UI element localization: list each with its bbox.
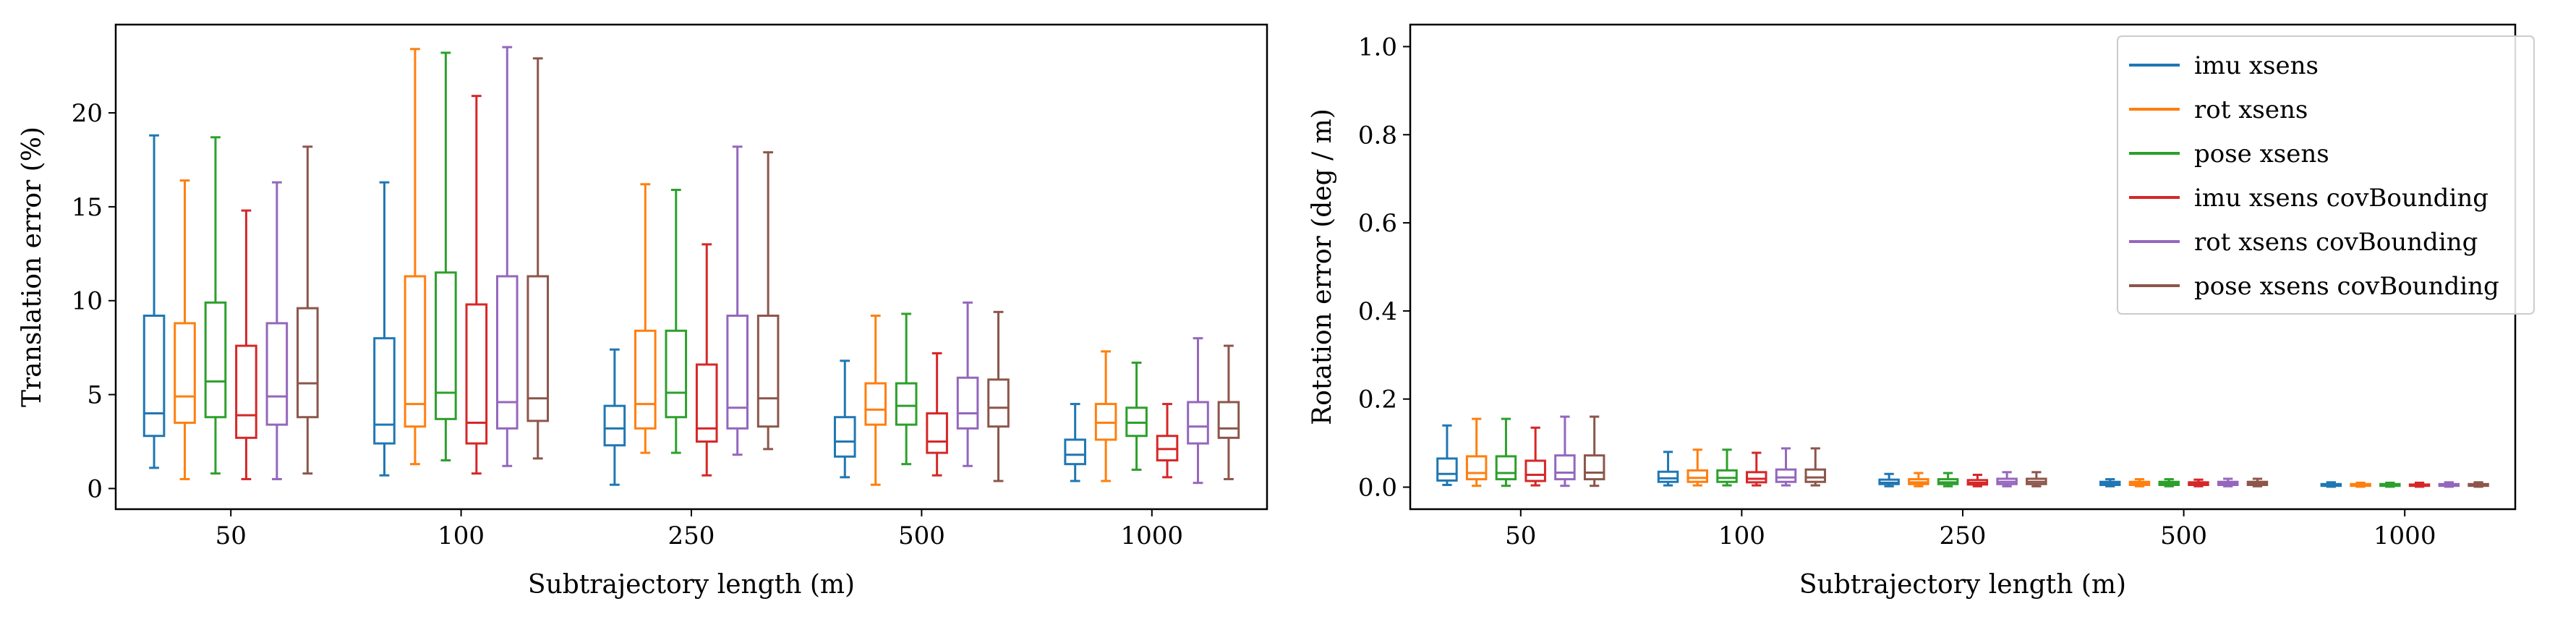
box bbox=[265, 322, 289, 426]
legend-entry: imu xsens covBounding bbox=[2194, 184, 2488, 213]
legend-entry: rot xsens bbox=[2194, 95, 2308, 124]
box bbox=[297, 307, 319, 419]
box bbox=[1064, 438, 1086, 466]
box bbox=[1716, 469, 1738, 483]
y-tick-label: 5 bbox=[87, 381, 103, 410]
series-imu-xsens-covBounding bbox=[235, 95, 1179, 480]
series-pose-xsens-covBounding bbox=[1583, 415, 2489, 488]
x-axis-label: Subtrajectory length (m) bbox=[1799, 570, 2126, 600]
series-imu-xsens bbox=[142, 134, 1086, 486]
box bbox=[1495, 455, 1517, 481]
box bbox=[174, 322, 196, 425]
series-pose-xsens bbox=[204, 51, 1148, 475]
x-tick-label: 100 bbox=[438, 521, 485, 550]
box bbox=[495, 275, 519, 430]
series-rot-xsens bbox=[174, 48, 1117, 486]
y-tick-label: 20 bbox=[72, 99, 103, 128]
x-tick-label: 1000 bbox=[2374, 521, 2436, 550]
legend-frame bbox=[2117, 35, 2535, 315]
y-tick-label: 1.0 bbox=[1358, 33, 1397, 61]
box bbox=[204, 301, 227, 419]
box bbox=[926, 412, 948, 454]
x-tick-label: 250 bbox=[668, 521, 715, 550]
x-tick-label: 250 bbox=[1940, 521, 1987, 550]
box bbox=[987, 378, 1010, 428]
y-tick-label: 10 bbox=[72, 287, 103, 316]
y-tick-label: 0.2 bbox=[1358, 385, 1397, 414]
box bbox=[373, 337, 396, 445]
box bbox=[833, 416, 856, 458]
box bbox=[1217, 401, 1240, 439]
series-rot-xsens-covBounding bbox=[265, 46, 1209, 485]
x-axis-label: Subtrajectory length (m) bbox=[528, 570, 855, 600]
y-tick-label: 0.4 bbox=[1358, 297, 1397, 326]
x-tick-label: 100 bbox=[1718, 521, 1765, 550]
box bbox=[1187, 401, 1209, 445]
x-tick-label: 500 bbox=[2160, 521, 2207, 550]
box bbox=[634, 329, 657, 430]
box bbox=[695, 363, 718, 443]
series-imu-xsens bbox=[1436, 424, 2342, 488]
box bbox=[1657, 470, 1679, 483]
box bbox=[526, 275, 550, 422]
series-pose-xsens-covBounding bbox=[297, 57, 1240, 482]
box bbox=[1554, 454, 1576, 481]
box bbox=[1746, 471, 1767, 484]
box bbox=[895, 382, 918, 426]
box bbox=[665, 329, 688, 419]
y-tick-label: 15 bbox=[72, 193, 103, 222]
box bbox=[1686, 469, 1709, 483]
legend-entry: pose xsens bbox=[2194, 140, 2329, 169]
x-tick-label: 1000 bbox=[1121, 521, 1184, 550]
x-tick-label: 500 bbox=[898, 521, 945, 550]
series-rot-xsens bbox=[1465, 417, 2371, 488]
y-axis-label: Translation error (%) bbox=[17, 127, 47, 407]
box bbox=[404, 275, 427, 428]
box bbox=[756, 315, 780, 428]
box bbox=[1775, 468, 1797, 483]
y-tick-label: 0.0 bbox=[1358, 474, 1397, 503]
box bbox=[235, 344, 257, 439]
y-tick-label: 0 bbox=[87, 474, 103, 503]
box bbox=[864, 382, 887, 426]
box bbox=[1804, 468, 1827, 483]
box bbox=[1465, 455, 1488, 481]
x-tick-label: 50 bbox=[216, 521, 247, 550]
box bbox=[142, 315, 166, 438]
legend-entry: rot xsens covBounding bbox=[2194, 228, 2478, 257]
series-rot-xsens-covBounding bbox=[1554, 415, 2460, 488]
box bbox=[726, 315, 749, 430]
legend-entry: imu xsens bbox=[2194, 51, 2319, 80]
box bbox=[956, 376, 979, 430]
box bbox=[435, 271, 457, 420]
rotation-error-panel: 0.0 0.2 0.4 0.6 0.8 1.0 50 100 250 500 1000 Subtraj… bbox=[1308, 23, 2535, 600]
legend-entry: pose xsens covBounding bbox=[2194, 272, 2499, 301]
translation-error-panel: 0 5 10 15 20 50 100 250 500 1000 Subtrajectory len… bbox=[17, 23, 1268, 600]
box bbox=[465, 303, 488, 445]
box bbox=[1436, 457, 1458, 482]
series-pose-xsens bbox=[1495, 417, 2401, 488]
box bbox=[603, 404, 626, 447]
box bbox=[1524, 459, 1546, 482]
y-tick-label: 0.6 bbox=[1358, 209, 1397, 238]
y-axis-label: Rotation error (deg / m) bbox=[1308, 108, 1337, 425]
y-tick-label: 0.8 bbox=[1358, 121, 1397, 150]
legend: imu xsens rot xsens pose xsens imu xsens co… bbox=[2117, 35, 2535, 315]
x-tick-label: 50 bbox=[1505, 521, 1536, 550]
plot-frame bbox=[114, 23, 1268, 511]
box bbox=[1583, 454, 1605, 481]
series-imu-xsens-covBounding bbox=[1524, 426, 2431, 488]
